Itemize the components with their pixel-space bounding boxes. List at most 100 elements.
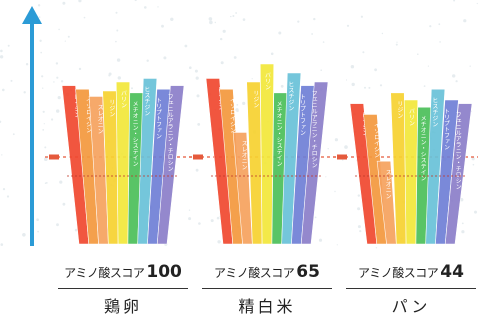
barrel-stave: [232, 132, 253, 245]
texture-dot: [37, 4, 41, 7]
texture-dot: [463, 19, 467, 23]
barrel-stave: [403, 99, 419, 245]
texture-dot: [39, 39, 42, 42]
texture-dot: [23, 91, 26, 94]
texture-dot: [194, 69, 198, 73]
texture-dot: [222, 29, 226, 33]
stave-label: スレオニン: [384, 169, 391, 199]
texture-dot: [53, 81, 55, 83]
texture-dot: [42, 129, 45, 131]
texture-dot: [453, 0, 456, 2]
texture-dot: [357, 194, 360, 197]
texture-dot: [469, 65, 471, 67]
barrel-stave: [376, 160, 397, 245]
texture-dot: [455, 80, 458, 83]
texture-dot: [37, 230, 39, 233]
barrel-stave: [349, 103, 378, 245]
texture-dot: [220, 61, 224, 65]
texture-dot: [345, 79, 348, 81]
food-name: 鶏卵: [103, 297, 142, 316]
texture-dot: [115, 11, 118, 14]
texture-dot: [311, 33, 313, 35]
texture-dot: [108, 74, 111, 77]
texture-dot: [368, 86, 371, 89]
barrel-stave: [425, 88, 446, 245]
texture-dot: [184, 44, 188, 48]
barrel-stave: [61, 85, 90, 245]
texture-dot: [42, 110, 45, 113]
texture-dot: [45, 182, 48, 184]
texture-dot: [0, 55, 4, 59]
texture-dot: [452, 74, 456, 78]
texture-dot: [116, 29, 119, 32]
barrel-stave: [300, 81, 329, 245]
texture-dot: [318, 238, 323, 242]
texture-dot: [197, 123, 201, 126]
texture-dot: [40, 51, 42, 54]
texture-dot: [64, 40, 66, 42]
stave-label: ロイシン: [73, 94, 80, 118]
barrel-stave: [390, 92, 407, 245]
stave-label: トリプトファン: [155, 97, 162, 139]
texture-dot: [1, 154, 3, 156]
texture-dot: [278, 31, 282, 35]
texture-dot: [12, 133, 15, 136]
score-line: アミノ酸スコア 44: [346, 262, 476, 289]
texture-dot: [189, 66, 192, 69]
caption-bread: アミノ酸スコア 44 パン: [346, 262, 476, 317]
texture-dot: [60, 80, 64, 83]
stave-label: フェニルアラニン・チロシン: [166, 94, 173, 172]
score-line: アミノ酸スコア 100: [58, 262, 188, 289]
texture-dot: [280, 84, 284, 88]
texture-dot: [56, 109, 60, 113]
texture-dot: [395, 43, 398, 46]
texture-dot: [117, 76, 122, 80]
stave-label: バリン: [120, 90, 127, 108]
barrel-stave: [205, 78, 234, 245]
texture-dot: [327, 148, 329, 150]
texture-dot: [334, 190, 336, 193]
texture-dot: [351, 82, 355, 87]
texture-dot: [325, 176, 327, 178]
texture-dot: [439, 41, 441, 43]
texture-dot: [43, 123, 45, 125]
texture-dot: [251, 78, 253, 80]
texture-dot: [460, 198, 464, 202]
texture-dot: [214, 21, 216, 24]
texture-dot: [22, 233, 26, 237]
texture-dot: [195, 168, 199, 172]
texture-dot: [364, 86, 366, 89]
threshold-marker: [49, 154, 59, 160]
texture-dot: [83, 16, 86, 19]
barrel-stave: [75, 88, 99, 245]
barrel-stave: [281, 72, 302, 245]
texture-dot: [62, 1, 66, 5]
score-value: 44: [440, 262, 464, 282]
texture-dot: [242, 18, 246, 21]
texture-dot: [236, 109, 239, 113]
stave-label: リジン: [252, 90, 259, 108]
caption-rice: アミノ酸スコア 65 精白米: [202, 262, 332, 317]
stave-label: イソロイシン: [85, 97, 92, 133]
texture-dot: [438, 23, 441, 26]
texture-dot: [472, 163, 475, 166]
texture-dot: [427, 65, 429, 67]
texture-dot: [74, 228, 78, 232]
texture-dot: [116, 58, 121, 62]
barrel-stave: [435, 99, 459, 245]
texture-dot: [195, 76, 199, 80]
barrel-stave: [219, 88, 243, 245]
stave-label: リジン: [396, 101, 403, 119]
texture-dot: [56, 223, 59, 227]
texture-dot: [188, 217, 192, 221]
texture-dot: [357, 207, 361, 211]
texture-dot: [359, 230, 362, 233]
texture-dot: [217, 240, 221, 244]
texture-dot: [423, 85, 426, 87]
stave-label: メチオニン・システイン: [419, 115, 426, 181]
texture-dot: [313, 17, 316, 21]
texture-dot: [10, 79, 13, 82]
texture-dot: [161, 24, 164, 28]
texture-dot: [396, 41, 398, 43]
stave-label: トリプトファン: [443, 108, 450, 150]
